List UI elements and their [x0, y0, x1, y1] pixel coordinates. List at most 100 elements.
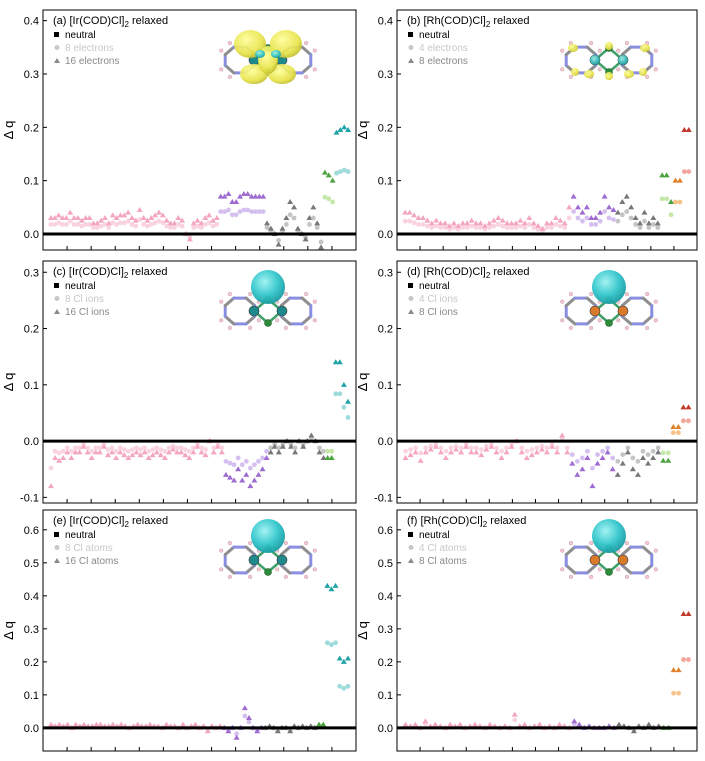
data-point-dark — [341, 124, 348, 130]
y-axis-label: Δ q — [355, 121, 370, 140]
legend-entry: 8 Cl ions — [419, 307, 458, 318]
data-point-dark — [225, 728, 232, 734]
data-point-dark — [260, 193, 267, 199]
y-tick-label: 0.1 — [24, 690, 39, 702]
data-point-dark — [148, 215, 155, 220]
y-tick-label: 0.2 — [24, 657, 39, 669]
hydrogen-atom — [597, 48, 602, 53]
data-point-dark — [556, 721, 563, 727]
data-point-light — [68, 448, 74, 454]
charge-density-sphere — [251, 519, 285, 553]
data-point-dark — [240, 191, 247, 196]
data-point-dark — [165, 449, 172, 455]
y-tick-label: 0.4 — [24, 16, 39, 28]
data-point-dark — [576, 721, 583, 727]
data-point-dark — [604, 449, 611, 455]
legend-entry: 8 Cl atoms — [419, 556, 467, 567]
hydrogen-atom — [256, 567, 261, 572]
hydrogen-atom — [248, 292, 253, 297]
hydrogen-atom — [653, 67, 658, 72]
data-point-light — [512, 717, 518, 723]
y-axis-label: Δ q — [355, 621, 370, 640]
data-point-light — [174, 445, 180, 451]
panel-a: 0.0 0.1 0.2 0.3 0.4 Δ q (a) [Ir(COD)Cl]2 relax… — [1, 9, 357, 251]
data-point-dark — [559, 432, 566, 438]
data-point-dark — [422, 718, 429, 724]
data-point-light — [633, 222, 639, 227]
data-point-dark — [533, 449, 540, 455]
data-point-dark — [113, 215, 120, 220]
panel-b: 0.0 0.1 0.2 0.3 0.4 Δ q (b) [Rh(COD)Cl]2 relax… — [355, 9, 698, 251]
hydrogen-atom — [275, 318, 280, 323]
isosurface-lobe — [571, 68, 579, 76]
isosurface-lobe — [271, 50, 281, 58]
hydrogen-atom — [219, 48, 224, 53]
data-point-dark — [544, 220, 550, 226]
data-point-dark — [308, 432, 315, 438]
isosurface-lobe — [584, 70, 594, 78]
bond-stick — [223, 314, 236, 326]
data-point-light — [190, 445, 196, 451]
hydrogen-atom — [653, 299, 658, 304]
legend-entry: 16 Cl atoms — [65, 556, 118, 567]
data-point-dark — [503, 449, 510, 455]
data-point-dark — [670, 667, 677, 673]
data-point-light — [640, 448, 646, 454]
legend-entry: neutral — [65, 530, 96, 541]
data-point-dark — [241, 705, 248, 711]
data-point-dark — [511, 711, 518, 717]
data-point-light — [574, 458, 580, 464]
data-point-dark — [267, 449, 274, 455]
data-point-dark — [233, 199, 240, 204]
data-point-dark — [589, 483, 596, 489]
legend-entry: 8 electrons — [419, 56, 468, 67]
data-point-light — [526, 222, 532, 227]
y-tick-label: 0.3 — [378, 624, 393, 636]
legend-marker — [408, 45, 414, 50]
data-point-dark — [659, 172, 666, 178]
data-point-dark — [118, 721, 125, 727]
data-point-light — [179, 223, 185, 229]
data-point-light — [659, 196, 665, 202]
data-point-light — [597, 218, 603, 224]
data-point-light — [403, 448, 408, 454]
data-point-dark — [275, 449, 282, 455]
data-point-dark — [94, 220, 101, 226]
data-point-light — [168, 225, 173, 231]
data-point-dark — [685, 610, 692, 616]
data-point-dark — [233, 734, 240, 740]
data-point-light — [557, 223, 563, 229]
data-point-dark — [544, 449, 550, 455]
data-point-light — [247, 465, 253, 471]
data-point-light — [509, 225, 514, 231]
data-point-dark — [324, 454, 331, 460]
data-point-dark — [137, 452, 144, 458]
data-point-dark — [681, 127, 688, 132]
data-point-light — [175, 222, 181, 227]
hydrogen-atom — [653, 548, 658, 553]
data-point-dark — [571, 718, 578, 724]
bond-stick — [641, 296, 654, 308]
hydrogen-atom — [616, 67, 621, 72]
data-point-light — [150, 447, 156, 452]
hydrogen-atom — [227, 41, 232, 46]
bond-stick — [223, 545, 236, 557]
legend-marker — [408, 309, 414, 314]
data-point-dark — [274, 728, 281, 734]
data-point-dark — [432, 721, 439, 727]
data-point-dark — [481, 223, 488, 228]
chlorine-atom — [264, 319, 272, 327]
y-tick-label: 0.1 — [378, 176, 393, 188]
data-point-dark — [575, 204, 582, 210]
data-point-light — [222, 209, 227, 215]
data-point-dark — [267, 225, 274, 231]
bond-stick — [585, 545, 598, 557]
data-point-dark — [594, 460, 601, 466]
data-point-light — [233, 212, 239, 218]
data-point-dark — [601, 193, 608, 199]
bond-stick — [620, 314, 633, 326]
y-tick-label: 0.2 — [378, 657, 393, 669]
y-tick-label: 0.6 — [24, 525, 39, 537]
data-point-dark — [530, 220, 537, 226]
data-point-light — [341, 167, 347, 173]
